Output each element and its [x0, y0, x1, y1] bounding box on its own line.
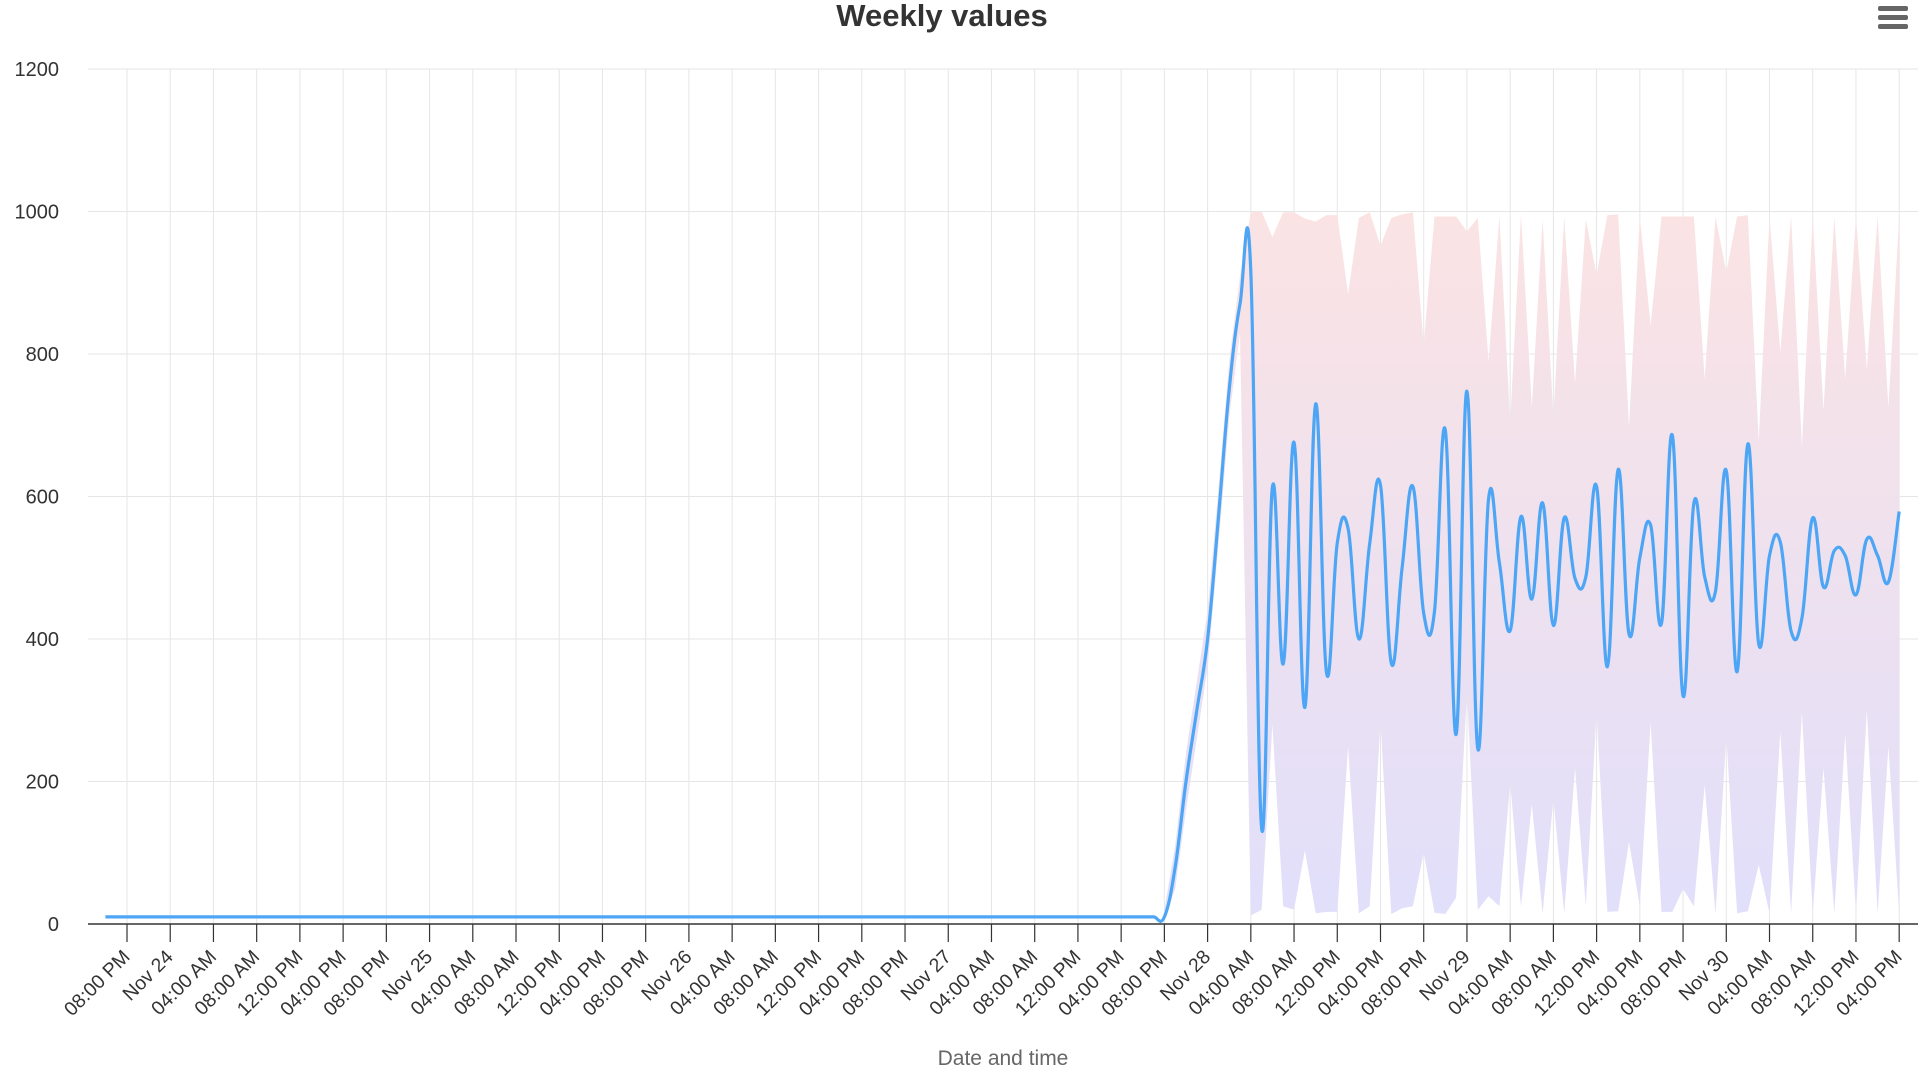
hamburger-menu-icon[interactable]: [1878, 6, 1908, 32]
y-tick-label: 1200: [15, 59, 60, 81]
y-tick-label: 800: [26, 344, 59, 366]
y-tick-label: 1000: [15, 202, 60, 224]
y-tick-label: 200: [26, 772, 59, 794]
x-axis-title: Date and time: [937, 1047, 1069, 1070]
range-band-area: [1164, 211, 1900, 921]
y-tick-label: 0: [48, 914, 59, 936]
series-line: [105, 226, 1901, 923]
y-tick-label: 400: [26, 629, 59, 651]
x-tick-label: 08:00 PM: [60, 946, 135, 1021]
chart-title: Weekly values: [836, 0, 1048, 33]
y-tick-label: 600: [26, 487, 59, 509]
